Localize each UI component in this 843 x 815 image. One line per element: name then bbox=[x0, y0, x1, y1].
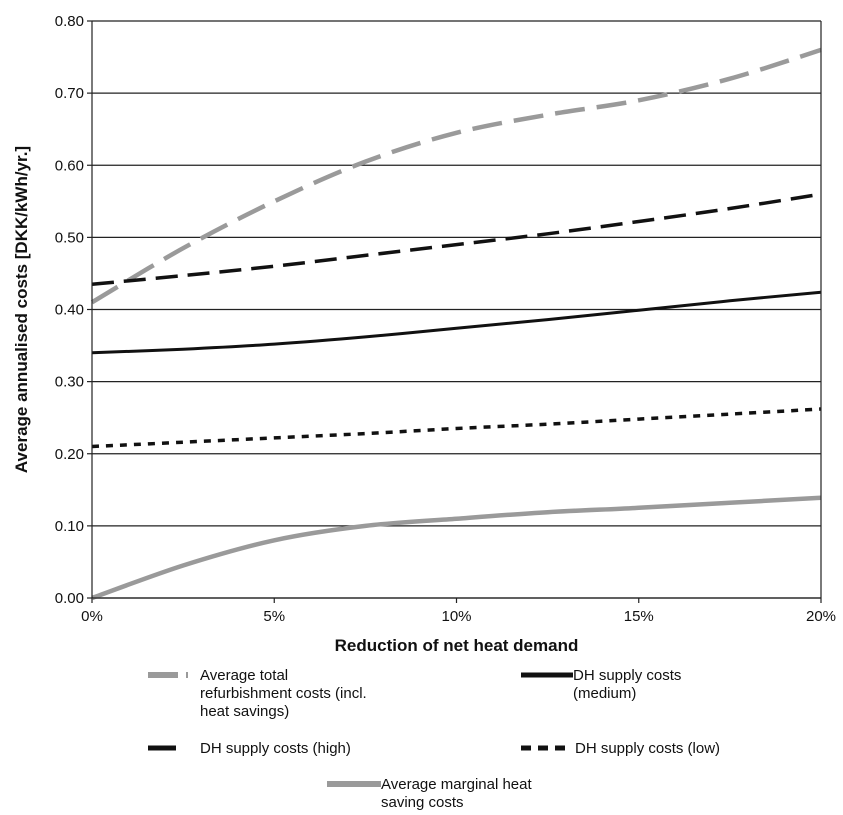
y-tick-label: 0.30 bbox=[55, 374, 84, 391]
series-dh-low-line bbox=[91, 407, 822, 449]
x-axis-title: Reduction of net heat demand bbox=[335, 636, 579, 655]
y-axis-title: Average annualised costs [DKK/kWh/yr.] bbox=[12, 146, 31, 473]
y-tick-labels: 0.00 0.10 0.20 0.30 0.40 0.50 0.60 0.70 0.80 bbox=[55, 13, 84, 607]
x-tick-label: 0% bbox=[81, 608, 103, 625]
y-tick-label: 0.40 bbox=[55, 302, 84, 319]
series-dh-medium-line bbox=[91, 290, 822, 355]
x-tick-labels: 0% 5% 10% 15% 20% bbox=[81, 608, 836, 625]
x-tick-label: 5% bbox=[263, 608, 285, 625]
series-refurbishment-line bbox=[90, 47, 822, 305]
series-lines bbox=[90, 47, 822, 601]
y-tick-label: 0.70 bbox=[55, 85, 84, 102]
y-tick-label: 0.10 bbox=[55, 518, 84, 535]
plot-frame bbox=[91, 21, 822, 599]
series-dh-high-line bbox=[91, 192, 822, 287]
series-marginal-line bbox=[91, 495, 822, 601]
x-tick-label: 20% bbox=[806, 608, 836, 625]
y-tick-label: 0.50 bbox=[55, 229, 84, 246]
y-tick-label: 0.60 bbox=[55, 157, 84, 174]
y-tick-label: 0.20 bbox=[55, 446, 84, 463]
y-tick-label: 0.80 bbox=[55, 13, 84, 30]
y-tick-label: 0.00 bbox=[55, 590, 84, 607]
grid-lines bbox=[87, 20, 822, 603]
x-tick-label: 10% bbox=[441, 608, 471, 625]
x-tick-label: 15% bbox=[624, 608, 654, 625]
